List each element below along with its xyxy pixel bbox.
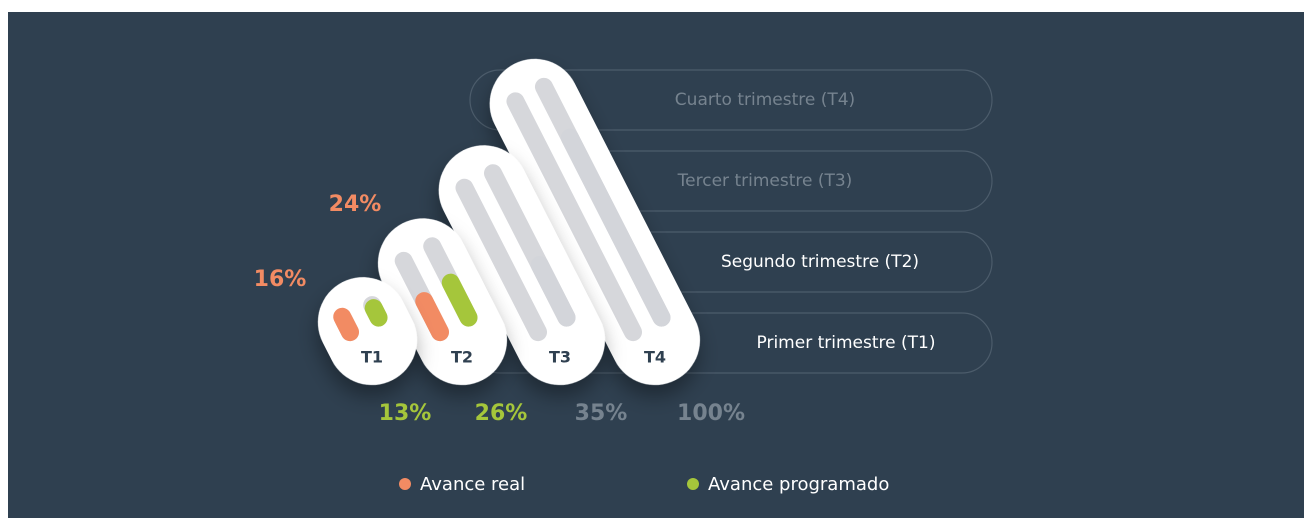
bar — [364, 299, 388, 327]
pill — [377, 218, 507, 385]
value-label: 16% — [254, 267, 307, 292]
value-label: 24% — [329, 192, 382, 217]
pill — [438, 145, 605, 385]
row-outline — [469, 69, 993, 131]
bar — [441, 273, 478, 327]
pill-track — [455, 178, 548, 342]
row-label: Primer trimestre (T1) — [757, 333, 936, 353]
label-group: T4 T3 T2 T1 16% 24% 13% 26% 35% 100% — [254, 192, 745, 426]
value-label: 26% — [475, 401, 528, 426]
bar — [333, 307, 360, 342]
x-tick-label: T4 — [644, 348, 666, 367]
x-tick-label: T3 — [549, 348, 571, 367]
legend-swatch — [687, 478, 699, 490]
pill-group — [317, 58, 700, 385]
pill — [489, 58, 700, 385]
bar — [415, 292, 450, 342]
row-label: Tercer trimestre (T3) — [677, 171, 853, 191]
row-label: Cuarto trimestre (T4) — [675, 90, 855, 110]
legend-swatch — [399, 478, 411, 490]
legend-label: Avance real — [420, 474, 525, 495]
legend-label: Avance programado — [708, 474, 889, 495]
pill-track — [506, 92, 643, 342]
pill — [317, 277, 417, 385]
x-tick-label: T1 — [361, 348, 383, 367]
value-label: 35% — [575, 401, 628, 426]
pill-body — [317, 277, 417, 385]
legend: Avance real Avance programado — [399, 474, 889, 495]
value-label: 13% — [379, 401, 432, 426]
row-group: Primer trimestre (T1) Segundo trimestre (… — [469, 69, 993, 374]
value-label: 100% — [677, 401, 745, 426]
bar — [530, 256, 576, 327]
bar — [560, 128, 671, 327]
row-label: Segundo trimestre (T2) — [721, 252, 919, 272]
x-tick-label: T2 — [451, 348, 473, 367]
